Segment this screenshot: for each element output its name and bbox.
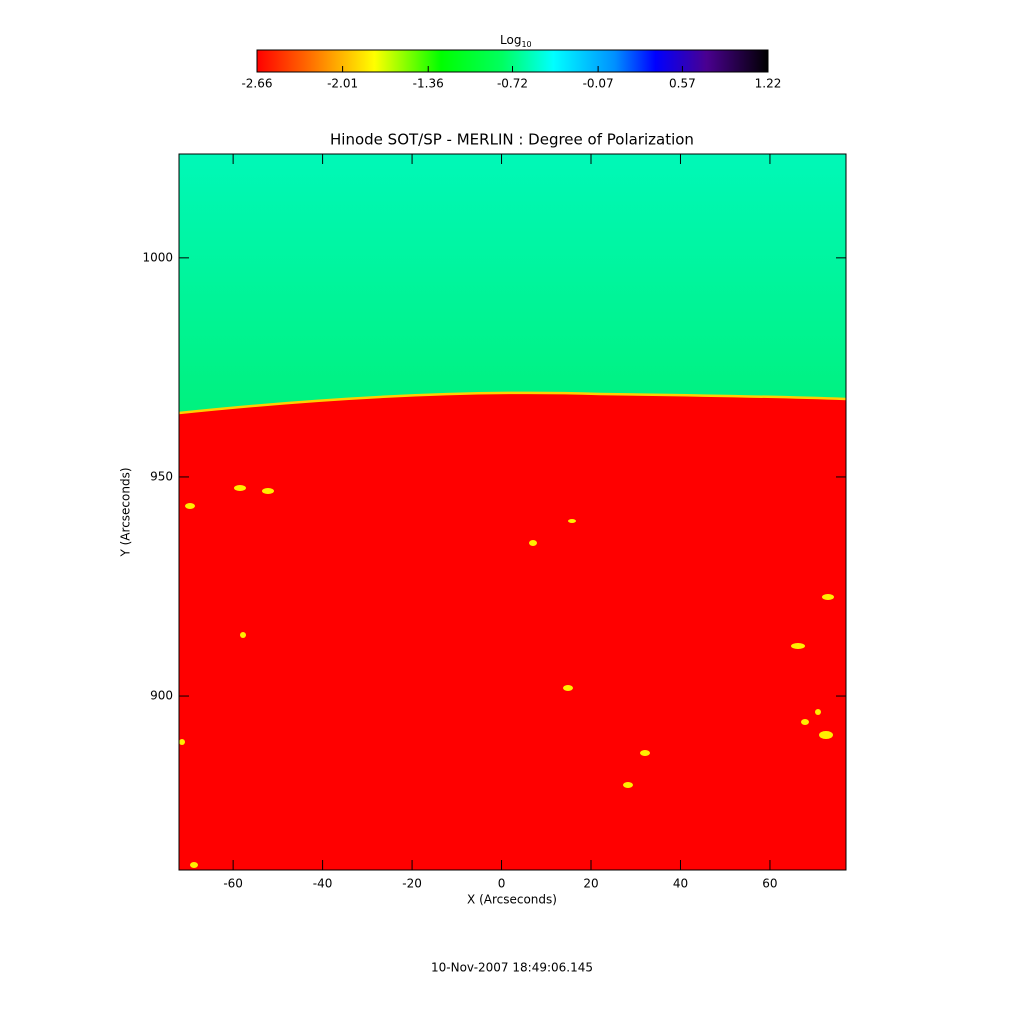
plot-frame [178,153,847,871]
colorbar-label-sub: 10 [521,40,531,49]
image [178,154,847,870]
timestamp: 10-Nov-2007 18:49:06.145 [431,961,593,975]
y-axis-label: Y (Arcseconds) [119,467,133,557]
y-tick-label: 900 [150,689,173,703]
colorbar-tick-label: -1.36 [413,77,444,91]
x-tick-label: -40 [313,877,333,891]
colorbar-label: Log10 [500,33,532,49]
colorbar-tick-label: -0.72 [497,77,528,91]
x-tick-label: 0 [498,877,506,891]
colorbar-tick-label: 1.22 [755,77,782,91]
colorbar-tick-label: 0.57 [669,77,696,91]
colorbar-tick-label: -2.01 [327,77,358,91]
colorbar-label-text: Log [500,33,521,47]
colorbar-tick-label: -2.66 [241,77,272,91]
x-tick-label: -60 [223,877,243,891]
x-tick-label: -20 [402,877,422,891]
x-tick-label: 60 [762,877,777,891]
y-tick-label: 1000 [142,250,173,264]
colorbar-tick-label: -0.07 [583,77,614,91]
x-tick-label: 40 [673,877,688,891]
x-axis-label: X (Arcseconds) [467,893,557,907]
x-tick-label: 20 [583,877,598,891]
chart-title: Hinode SOT/SP - MERLIN : Degree of Polar… [330,131,694,149]
y-tick-label: 950 [150,469,173,483]
